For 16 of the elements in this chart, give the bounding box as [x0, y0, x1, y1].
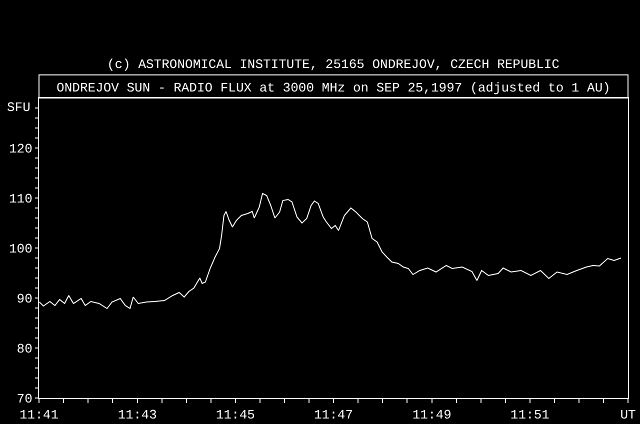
x-tick-label: 11:47	[314, 408, 354, 423]
y-axis-title: SFU	[7, 100, 30, 115]
y-tick-label: 70	[16, 392, 32, 407]
y-tick-label: 80	[16, 342, 32, 357]
chart-title: ONDREJOV SUN - RADIO FLUX at 3000 MHz on SEP 25,1997 (adjusted to 1 AU)	[56, 80, 610, 96]
x-tick-label: 11:41	[19, 408, 59, 423]
y-tick-label: 90	[16, 292, 32, 307]
y-tick-label: 110	[8, 192, 32, 207]
x-tick-label: 11:51	[510, 408, 550, 423]
y-tick-label: 100	[8, 242, 32, 257]
y-tick-label: 120	[8, 142, 32, 157]
text: (c) ASTRONOMICAL INSTITUTE, 25165 ONDREJOV, CZECH REPUBLIC	[107, 57, 560, 72]
x-tick-label: 11:49	[412, 408, 452, 423]
x-tick-label: 11:45	[216, 408, 255, 423]
x-tick-label: 11:43	[118, 408, 157, 423]
x-tick-label: UT	[620, 408, 636, 423]
